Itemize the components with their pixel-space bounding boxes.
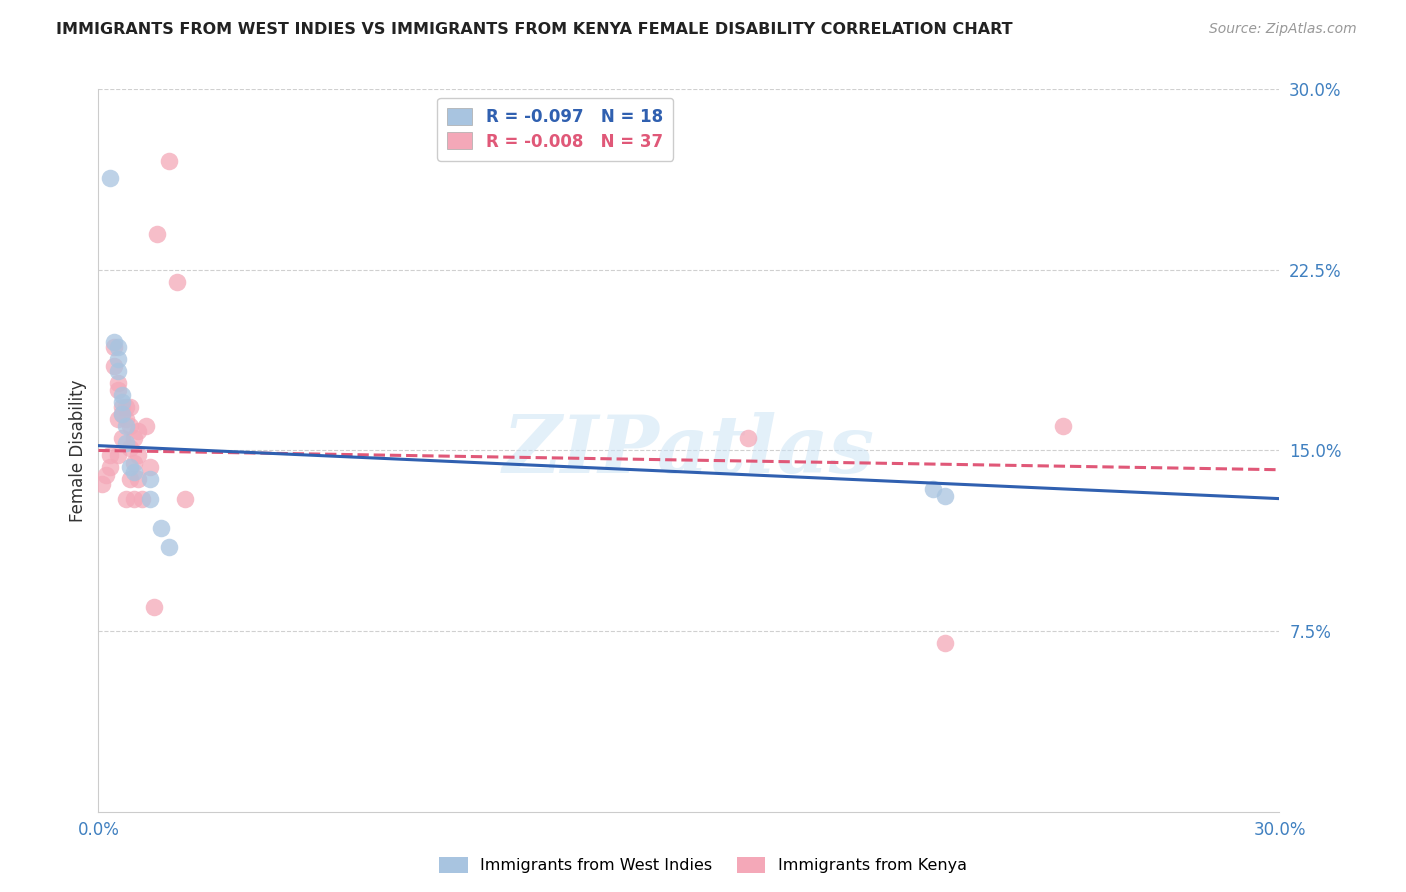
Point: [111, 407, 134, 421]
Text: Source: ZipAtlas.com: Source: ZipAtlas.com: [1209, 22, 1357, 37]
Point: [934, 489, 956, 503]
Point: [107, 351, 129, 366]
Point: [98, 460, 121, 475]
Point: [111, 395, 134, 409]
Point: [118, 472, 141, 486]
Point: [107, 376, 129, 390]
Point: [922, 482, 945, 496]
Point: [122, 455, 145, 469]
Point: [115, 412, 138, 426]
Point: [98, 171, 121, 186]
Text: IMMIGRANTS FROM WEST INDIES VS IMMIGRANTS FROM KENYA FEMALE DISABILITY CORRELATI: IMMIGRANTS FROM WEST INDIES VS IMMIGRANT…: [56, 22, 1012, 37]
Point: [127, 424, 149, 438]
Point: [111, 431, 134, 445]
Point: [115, 419, 138, 434]
Point: [157, 154, 180, 169]
Point: [142, 599, 165, 614]
Point: [174, 491, 197, 506]
Point: [118, 441, 141, 455]
Point: [107, 364, 129, 378]
Point: [934, 636, 956, 650]
Point: [111, 407, 134, 421]
Point: [111, 400, 134, 414]
Point: [96, 467, 118, 482]
Point: [107, 412, 129, 426]
Text: ZIPatlas: ZIPatlas: [503, 412, 875, 489]
Point: [118, 460, 141, 475]
Point: [107, 448, 129, 462]
Point: [91, 477, 114, 491]
Point: [122, 465, 145, 479]
Legend: R = -0.097   N = 18, R = -0.008   N = 37: R = -0.097 N = 18, R = -0.008 N = 37: [437, 97, 673, 161]
Point: [1052, 419, 1074, 434]
Point: [138, 460, 160, 475]
Point: [118, 400, 141, 414]
Point: [107, 384, 129, 398]
Point: [115, 436, 138, 450]
Point: [127, 472, 149, 486]
Point: [138, 472, 160, 486]
Legend: Immigrants from West Indies, Immigrants from Kenya: Immigrants from West Indies, Immigrants …: [433, 850, 973, 880]
Point: [146, 227, 169, 241]
Point: [138, 491, 160, 506]
Point: [127, 448, 149, 462]
Point: [115, 491, 138, 506]
Point: [111, 388, 134, 402]
Point: [135, 419, 157, 434]
Point: [737, 431, 759, 445]
Point: [107, 340, 129, 354]
Point: [98, 448, 121, 462]
Point: [103, 359, 125, 373]
Point: [122, 431, 145, 445]
Point: [103, 334, 125, 349]
Point: [157, 540, 180, 554]
Point: [115, 400, 138, 414]
Point: [150, 520, 173, 534]
Y-axis label: Female Disability: Female Disability: [69, 379, 87, 522]
Point: [166, 275, 188, 289]
Point: [118, 419, 141, 434]
Point: [131, 491, 153, 506]
Point: [122, 491, 145, 506]
Point: [103, 340, 125, 354]
